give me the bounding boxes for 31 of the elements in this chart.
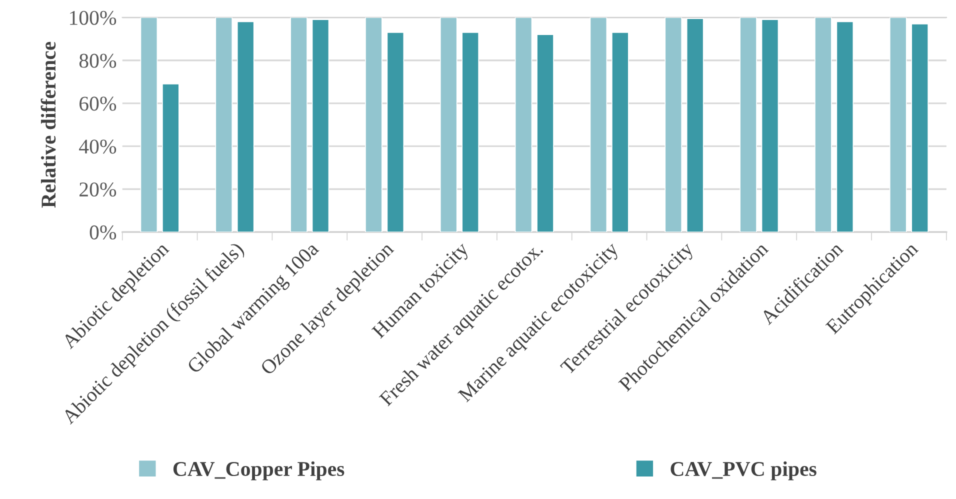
y-tick-label: 0%	[90, 225, 116, 240]
bar	[536, 34, 554, 232]
legend-label: CAV_Copper Pipes	[173, 461, 344, 480]
bar	[312, 19, 330, 232]
bar	[215, 17, 233, 232]
bar	[911, 23, 929, 232]
y-tick-label: 100%	[70, 10, 116, 25]
y-axis-title: Relative difference	[40, 42, 56, 208]
bar	[740, 17, 757, 232]
bar	[664, 17, 682, 232]
bar	[386, 32, 404, 232]
bar	[236, 21, 254, 232]
bar	[612, 32, 629, 232]
bar	[462, 32, 480, 232]
bar	[814, 17, 832, 232]
bar	[162, 84, 180, 232]
bar	[365, 17, 382, 232]
bar	[590, 17, 608, 232]
bar	[686, 18, 704, 232]
bar	[761, 19, 779, 232]
bar	[514, 17, 532, 232]
bar	[889, 17, 907, 232]
bar	[290, 17, 308, 232]
bar	[140, 17, 158, 232]
legend-label: CAV_PVC pipes	[670, 461, 816, 480]
y-tick-label: 80%	[79, 54, 116, 68]
bar	[836, 21, 854, 232]
y-tick-label: 40%	[79, 140, 116, 154]
y-tick-label: 60%	[80, 96, 116, 111]
bar	[440, 17, 458, 232]
y-tick-label: 20%	[80, 182, 116, 197]
